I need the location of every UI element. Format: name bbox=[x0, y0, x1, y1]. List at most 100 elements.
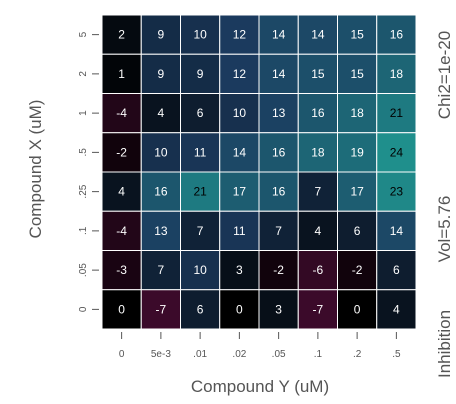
cell-value-label: 6 bbox=[197, 106, 204, 120]
heatmap-cell bbox=[258, 250, 299, 291]
cell-value-label: 9 bbox=[197, 67, 204, 81]
cell-value-label: 4 bbox=[158, 106, 165, 120]
cell-value-label: -2 bbox=[116, 145, 127, 159]
cell-value-label: 16 bbox=[154, 185, 168, 199]
y-tick-label: .05 bbox=[78, 263, 89, 277]
cell-value-label: 4 bbox=[315, 224, 322, 238]
heatmap-cell bbox=[376, 53, 417, 94]
x-axis-ticks: 0 5e-3 .01 .02 .05 .1 .2 .5 bbox=[119, 332, 401, 360]
y-axis-title: Compound X (uM) bbox=[26, 100, 45, 239]
heatmap-cell bbox=[140, 210, 181, 251]
cell-value-label: 4 bbox=[118, 185, 125, 199]
heatmap-cell bbox=[337, 132, 378, 173]
heatmap-cell bbox=[140, 14, 181, 55]
y-tick-label: 1 bbox=[78, 110, 89, 116]
cell-value-label: -7 bbox=[156, 302, 167, 316]
cell-value-label: -6 bbox=[313, 263, 324, 277]
y-tick-label: .5 bbox=[78, 148, 89, 157]
cell-value-label: 18 bbox=[390, 67, 404, 81]
cell-value-label: 15 bbox=[311, 67, 325, 81]
heatmap-cell bbox=[376, 14, 417, 55]
heatmap-cell bbox=[180, 93, 221, 134]
heatmap-cell bbox=[101, 14, 142, 55]
cell-value-label: 0 bbox=[118, 302, 125, 316]
heatmap-cell bbox=[258, 171, 299, 212]
heatmap-cell bbox=[376, 171, 417, 212]
cell-value-label: 6 bbox=[354, 224, 361, 238]
heatmap-cell bbox=[376, 250, 417, 291]
x-tick-label: .02 bbox=[232, 349, 246, 360]
heatmap-cell bbox=[258, 210, 299, 251]
y-tick-label: 2 bbox=[78, 71, 89, 77]
cell-value-label: -2 bbox=[352, 263, 363, 277]
cell-value-label: 15 bbox=[350, 28, 364, 42]
cell-value-label: 14 bbox=[233, 145, 247, 159]
heatmap-cell bbox=[219, 93, 260, 134]
cell-value-label: 14 bbox=[272, 28, 286, 42]
x-axis-title: Compound Y (uM) bbox=[191, 377, 329, 396]
cell-value-label: 17 bbox=[350, 185, 364, 199]
cell-value-label: 16 bbox=[272, 145, 286, 159]
heatmap-cell bbox=[297, 210, 338, 251]
cell-value-label: 7 bbox=[315, 185, 322, 199]
heatmap-cell bbox=[101, 93, 142, 134]
cell-value-label: 10 bbox=[193, 263, 207, 277]
heatmap-cell bbox=[258, 289, 299, 330]
cell-value-label: 7 bbox=[197, 224, 204, 238]
x-tick-label: .5 bbox=[392, 349, 401, 360]
cell-value-label: 1 bbox=[118, 67, 125, 81]
cell-value-label: 6 bbox=[393, 263, 400, 277]
y-axis-ticks: 5 2 1 .5 .25 .1 .05 0 bbox=[78, 31, 99, 312]
cell-value-label: 6 bbox=[197, 302, 204, 316]
cell-value-label: 11 bbox=[233, 224, 246, 238]
heatmap-cell bbox=[337, 250, 378, 291]
heatmap-cell bbox=[219, 289, 260, 330]
cell-value-label: 4 bbox=[393, 302, 400, 316]
heatmap-cell bbox=[140, 53, 181, 94]
cell-value-label: 16 bbox=[390, 28, 404, 42]
cell-value-label: 18 bbox=[311, 145, 325, 159]
y-tick-label: .1 bbox=[78, 226, 89, 235]
cell-value-label: 14 bbox=[272, 67, 286, 81]
heatmap-cell bbox=[376, 289, 417, 330]
heatmap-cell bbox=[140, 93, 181, 134]
cell-value-label: 3 bbox=[275, 302, 282, 316]
side-label-inhibition: Inhibition bbox=[435, 310, 454, 378]
cell-value-label: 0 bbox=[354, 302, 361, 316]
x-tick-label: .2 bbox=[353, 349, 362, 360]
x-tick-label: 5e-3 bbox=[151, 349, 171, 360]
heatmap-cell bbox=[297, 250, 338, 291]
heatmap-cell bbox=[101, 289, 142, 330]
cell-value-label: 21 bbox=[193, 185, 207, 199]
cell-value-label: 10 bbox=[233, 106, 247, 120]
heatmap-cell bbox=[258, 132, 299, 173]
heatmap-cell bbox=[337, 93, 378, 134]
heatmap-grid: 2 9 10 12 14 14 15 161 9 9 12 14 15 15 18-4 4 6 10 13 16 18 2… bbox=[101, 14, 417, 330]
cell-value-label: 19 bbox=[350, 145, 364, 159]
cell-value-label: 13 bbox=[272, 106, 286, 120]
heatmap-cell bbox=[180, 132, 221, 173]
cell-value-label: 12 bbox=[233, 67, 247, 81]
cell-value-label: 12 bbox=[233, 28, 247, 42]
cell-value-label: 16 bbox=[272, 185, 286, 199]
heatmap-cell bbox=[219, 171, 260, 212]
cell-value-label: 10 bbox=[154, 145, 168, 159]
cell-value-label: 7 bbox=[275, 224, 282, 238]
y-tick-label: 0 bbox=[78, 306, 89, 312]
cell-value-label: -4 bbox=[116, 106, 127, 120]
cell-value-label: 7 bbox=[158, 263, 165, 277]
heatmap-cell bbox=[140, 250, 181, 291]
heatmap-cell bbox=[219, 53, 260, 94]
cell-value-label: 21 bbox=[390, 106, 404, 120]
heatmap-cell bbox=[180, 289, 221, 330]
cell-value-label: 10 bbox=[193, 28, 207, 42]
cell-value-label: 14 bbox=[390, 224, 404, 238]
cell-value-label: 14 bbox=[311, 28, 325, 42]
cell-value-label: -4 bbox=[116, 224, 127, 238]
cell-value-label: 17 bbox=[233, 185, 247, 199]
cell-value-label: 9 bbox=[158, 28, 165, 42]
heatmap-cell bbox=[258, 93, 299, 134]
cell-value-label: 2 bbox=[118, 28, 125, 42]
heatmap-cell bbox=[297, 93, 338, 134]
